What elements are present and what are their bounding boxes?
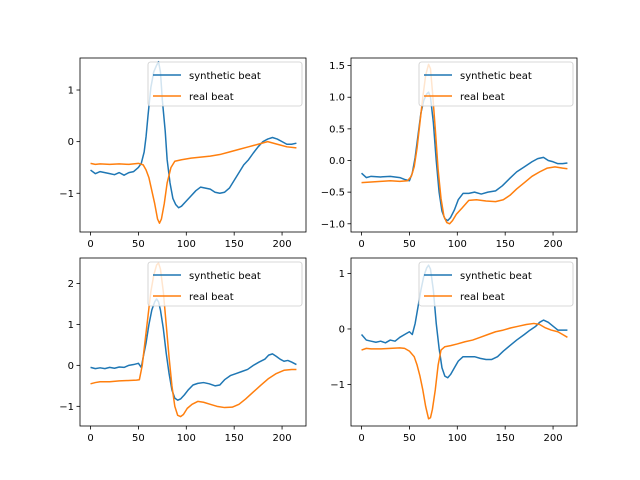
x-tick-label: 100 (448, 433, 467, 444)
subplot-bottom-right: 0 50 100 150 200 −1 0 1 synthetic beat real beat (330, 257, 578, 444)
series-line-real-beat (90, 140, 297, 224)
x-tick-label: 150 (496, 239, 515, 250)
y-tick-label: 1.5 (329, 61, 345, 72)
y-tick-label: 0 (68, 361, 74, 372)
x-tick-label: 150 (225, 433, 244, 444)
y-tick-label: 1 (68, 86, 74, 97)
y-tick-label: −1 (59, 402, 74, 413)
y-tick-label: −1 (330, 380, 345, 391)
legend-box (147, 61, 303, 107)
y-tick-label: −0.5 (321, 188, 345, 199)
legend-label: real beat (189, 292, 234, 303)
x-tick-label: 200 (273, 433, 292, 444)
series-line-synthetic-beat (360, 264, 568, 379)
legend-box (147, 261, 303, 307)
axes-frame (350, 57, 578, 233)
x-tick-label: 0 (87, 433, 93, 444)
y-tick-label: −1 (59, 189, 74, 200)
subplot-top-right: 0 50 100 150 200 −1.0 −0.5 0.0 0.5 1.0 1.5 syntheti… (321, 57, 578, 250)
axes-frame (350, 257, 578, 427)
y-tick-label: −1.0 (321, 219, 345, 230)
series-line-real-beat (361, 322, 568, 420)
subplot-bottom-left: 0 50 100 150 200 −1 0 1 2 synthetic beat real beat (59, 257, 307, 444)
y-tick-label: 0 (339, 324, 345, 335)
x-tick-label: 150 (225, 239, 244, 250)
x-tick-label: 0 (358, 239, 364, 250)
x-tick-label: 50 (403, 239, 416, 250)
legend-label: synthetic beat (189, 271, 261, 282)
axes-frame (79, 57, 307, 233)
x-tick-label: 200 (544, 433, 563, 444)
x-tick-label: 0 (87, 239, 93, 250)
legend-label: synthetic beat (189, 71, 261, 82)
y-tick-label: 0.0 (329, 156, 345, 167)
legend-label: synthetic beat (460, 271, 532, 282)
legend-label: real beat (460, 292, 505, 303)
x-tick-label: 150 (496, 433, 515, 444)
series-line-synthetic-beat (361, 91, 568, 222)
legend-label: real beat (460, 92, 505, 103)
x-tick-label: 100 (177, 239, 196, 250)
x-tick-label: 100 (448, 239, 467, 250)
series-line-real-beat (90, 262, 297, 418)
series-line-synthetic-beat (90, 298, 297, 401)
y-tick-label: 0 (68, 137, 74, 148)
series-line-real-beat (361, 63, 568, 225)
x-tick-label: 0 (358, 433, 364, 444)
y-tick-label: 1 (339, 269, 345, 280)
legend-label: synthetic beat (460, 71, 532, 82)
x-tick-label: 200 (273, 239, 292, 250)
y-tick-label: 0.5 (329, 124, 345, 135)
y-tick-label: 1 (68, 320, 74, 331)
legend-label: real beat (189, 92, 234, 103)
axes-frame (79, 257, 307, 427)
x-tick-label: 50 (132, 433, 145, 444)
y-tick-label: 2 (68, 279, 74, 290)
legend-box (418, 61, 574, 107)
x-tick-label: 100 (177, 433, 196, 444)
x-tick-label: 200 (544, 239, 563, 250)
subplot-top-left: 0 50 100 150 200 −1 0 1 synthetic beat real beat (59, 57, 307, 250)
x-tick-label: 50 (403, 433, 416, 444)
series-line-synthetic-beat (90, 60, 297, 209)
x-tick-label: 50 (132, 239, 145, 250)
y-tick-label: 1.0 (329, 93, 345, 104)
legend-box (418, 261, 574, 307)
